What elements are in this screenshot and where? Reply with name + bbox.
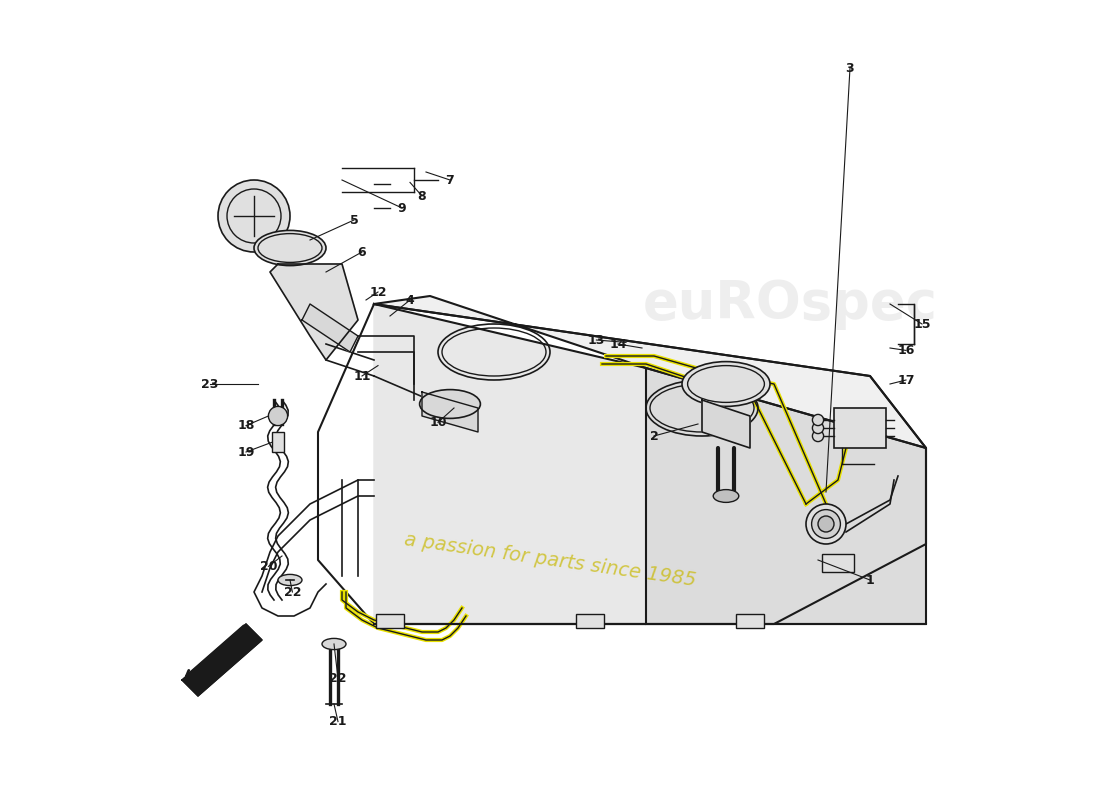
Circle shape bbox=[268, 406, 287, 426]
Text: 9: 9 bbox=[398, 202, 406, 214]
Bar bbox=[822, 554, 854, 572]
Polygon shape bbox=[270, 264, 358, 360]
Text: 20: 20 bbox=[260, 560, 277, 573]
Bar bbox=[375, 614, 405, 628]
Text: 7: 7 bbox=[446, 174, 454, 186]
Text: 18: 18 bbox=[238, 419, 255, 432]
Polygon shape bbox=[374, 304, 646, 624]
Polygon shape bbox=[422, 392, 478, 432]
Circle shape bbox=[813, 422, 824, 434]
Text: a passion for parts since 1985: a passion for parts since 1985 bbox=[403, 530, 697, 590]
Bar bbox=[736, 614, 764, 628]
Text: 15: 15 bbox=[913, 318, 931, 330]
Ellipse shape bbox=[254, 230, 326, 266]
Text: 21: 21 bbox=[329, 715, 346, 728]
Circle shape bbox=[818, 516, 834, 532]
Text: 16: 16 bbox=[898, 344, 915, 357]
Text: 12: 12 bbox=[370, 286, 387, 298]
Text: 14: 14 bbox=[609, 338, 627, 350]
Text: 6: 6 bbox=[358, 246, 366, 258]
Circle shape bbox=[812, 510, 840, 538]
Text: 13: 13 bbox=[587, 334, 605, 346]
Circle shape bbox=[813, 414, 824, 426]
Text: 22: 22 bbox=[284, 586, 301, 598]
Polygon shape bbox=[182, 624, 262, 696]
Circle shape bbox=[806, 504, 846, 544]
Text: euROspec: euROspec bbox=[642, 278, 937, 330]
Text: 1: 1 bbox=[866, 574, 874, 586]
Text: 10: 10 bbox=[429, 416, 447, 429]
Polygon shape bbox=[302, 304, 358, 352]
Text: 19: 19 bbox=[238, 446, 255, 458]
Polygon shape bbox=[702, 400, 750, 448]
Text: 4: 4 bbox=[406, 294, 415, 306]
Polygon shape bbox=[374, 296, 926, 448]
Ellipse shape bbox=[322, 638, 346, 650]
Circle shape bbox=[218, 180, 290, 252]
Text: 17: 17 bbox=[898, 374, 915, 386]
Bar bbox=[834, 408, 886, 448]
Text: 22: 22 bbox=[329, 672, 346, 685]
Polygon shape bbox=[646, 368, 926, 624]
Text: 11: 11 bbox=[353, 370, 371, 382]
Circle shape bbox=[813, 430, 824, 442]
Bar bbox=[272, 432, 285, 452]
Text: 3: 3 bbox=[846, 62, 855, 74]
Text: 23: 23 bbox=[201, 378, 219, 390]
Text: 8: 8 bbox=[418, 190, 427, 202]
Bar bbox=[575, 614, 604, 628]
Ellipse shape bbox=[419, 390, 481, 418]
Ellipse shape bbox=[713, 490, 739, 502]
Text: 2: 2 bbox=[650, 430, 659, 442]
Ellipse shape bbox=[682, 362, 770, 406]
Ellipse shape bbox=[278, 574, 303, 586]
Text: 5: 5 bbox=[350, 214, 359, 226]
